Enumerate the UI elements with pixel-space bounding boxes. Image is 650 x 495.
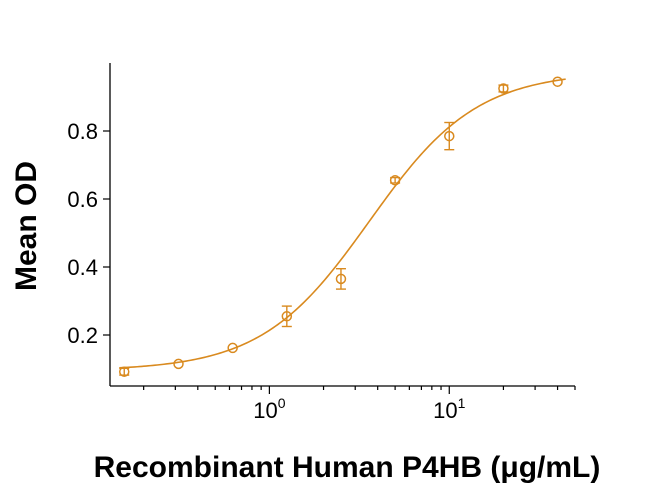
data-point — [335, 268, 347, 290]
data-point — [552, 76, 563, 87]
y-tick-label: 0.8 — [67, 119, 98, 144]
data-marker — [552, 76, 563, 87]
data-marker — [498, 83, 509, 94]
y-tick-label: 0.6 — [67, 187, 98, 212]
data-point — [498, 83, 509, 94]
data-marker — [173, 358, 184, 370]
y-ticks: 0.2 0.4 0.6 0.8 — [67, 119, 110, 348]
data-marker — [227, 342, 238, 354]
fit-curve — [119, 78, 566, 369]
data-points — [118, 76, 563, 377]
x-tick-label: 100 — [253, 395, 285, 423]
data-point — [118, 366, 130, 377]
data-marker — [335, 273, 347, 285]
data-point — [444, 121, 455, 151]
data-point — [173, 358, 184, 370]
y-tick-label: 0.4 — [67, 255, 98, 280]
y-axis-label: Mean OD — [10, 161, 43, 291]
x-tick-label: 101 — [433, 395, 465, 423]
data-marker — [444, 130, 455, 142]
data-point — [281, 305, 293, 328]
x-ticks: 100 101 — [143, 386, 576, 423]
x-axis-label: Recombinant Human P4HB (μg/mL) — [94, 451, 601, 484]
data-marker — [281, 311, 293, 322]
y-tick-label: 0.2 — [67, 323, 98, 348]
data-marker — [118, 366, 130, 377]
data-point — [389, 175, 401, 186]
data-point — [227, 342, 238, 354]
data-marker — [389, 175, 401, 186]
